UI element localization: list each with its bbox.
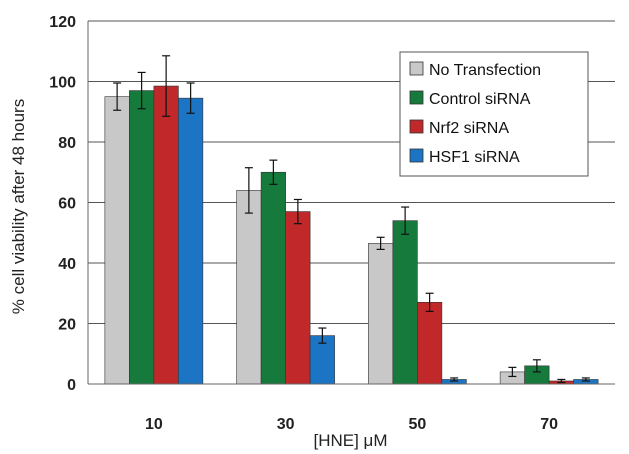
bar xyxy=(368,243,394,385)
y-tick-label: 60 xyxy=(58,196,76,213)
legend-box xyxy=(399,51,589,177)
y-tick-label: 80 xyxy=(58,135,76,152)
x-axis-ticks: 10 30 50 70 xyxy=(145,416,558,433)
legend-swatch xyxy=(409,148,424,163)
bar xyxy=(178,97,204,385)
bar xyxy=(417,302,443,385)
bar xyxy=(260,171,286,385)
y-tick-label: 20 xyxy=(58,317,76,334)
x-tick-label: 10 xyxy=(145,416,163,433)
bar xyxy=(129,90,155,385)
x-tick-label: 70 xyxy=(540,416,558,433)
legend-label: No Transfection xyxy=(429,62,541,79)
x-tick-label: 50 xyxy=(408,416,426,433)
y-tick-label: 120 xyxy=(49,14,76,31)
y-tick-label: 100 xyxy=(49,75,76,92)
y-tick-label: 40 xyxy=(58,256,76,273)
y-tick-label: 0 xyxy=(67,377,76,394)
legend-swatch xyxy=(409,90,424,105)
y-axis-ticks: 0 20 40 60 80 100 120 xyxy=(49,14,76,394)
bar xyxy=(392,220,418,385)
bar xyxy=(153,85,179,385)
legend-label: Control siRNA xyxy=(429,91,531,108)
legend-swatch xyxy=(409,119,424,134)
error-bars xyxy=(113,55,590,384)
legend-label: HSF1 siRNA xyxy=(429,149,520,166)
legend-label: Nrf2 siRNA xyxy=(429,120,509,137)
bar xyxy=(104,96,130,385)
bar xyxy=(236,190,262,385)
legend-swatch xyxy=(409,61,424,76)
y-axis-title: % cell viability after 48 hours xyxy=(9,99,28,314)
bar xyxy=(285,211,311,385)
x-tick-label: 30 xyxy=(277,416,295,433)
legend: No Transfection Control siRNA Nrf2 siRNA HS… xyxy=(399,51,589,177)
x-axis-title: [HNE] μM xyxy=(313,431,387,450)
